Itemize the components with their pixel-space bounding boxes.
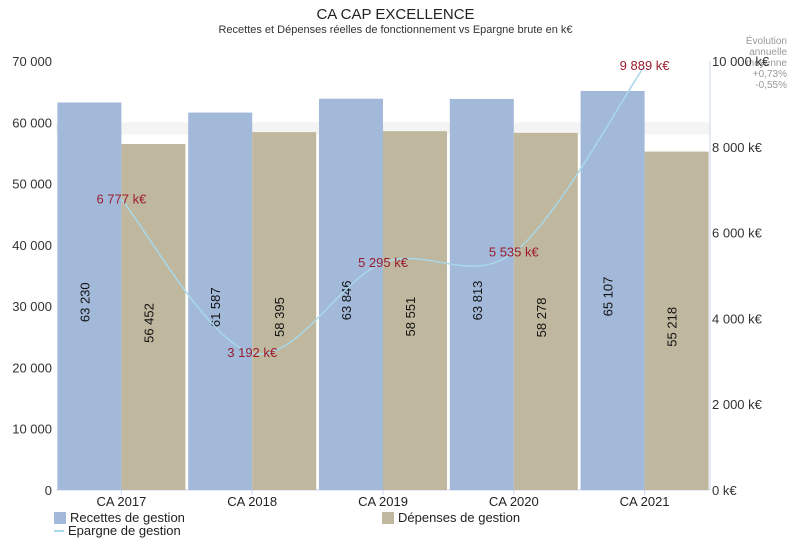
bar-depenses [252, 132, 317, 490]
evolution-note-line: -0,55% [755, 80, 787, 91]
bar-value-label: 63 846 [339, 280, 354, 320]
bar-recettes [188, 112, 253, 491]
legend-item-epargne[interactable]: Epargne de gestion [54, 523, 181, 538]
legend-swatch-depenses [382, 511, 394, 524]
y-tick-right: 8 000 k€ [712, 140, 763, 155]
y-tick-right: 0 k€ [712, 483, 737, 498]
y-tick-left: 0 [45, 483, 52, 498]
y-tick-right: 10 000 k€ [712, 54, 770, 69]
legend-item-recettes[interactable]: Recettes de gestion [54, 510, 185, 525]
bar-value-label: 61 587 [208, 287, 223, 327]
y-tick-right: 4 000 k€ [712, 311, 763, 326]
bar-value-label: 56 452 [141, 303, 156, 343]
bar-depenses [644, 151, 709, 491]
evolution-note-line: annuelle [749, 47, 787, 58]
line-value-label: 9 889 k€ [620, 58, 671, 73]
y-tick-left: 60 000 [12, 115, 52, 130]
bar-value-label: 58 278 [534, 298, 549, 338]
legend-label: Dépenses de gestion [398, 510, 521, 525]
line-value-label: 6 777 k€ [96, 191, 147, 206]
bar-value-label: 55 218 [665, 307, 680, 347]
legend-label: Recettes de gestion [70, 510, 185, 525]
bar-value-label: 65 107 [601, 277, 616, 317]
bar-recettes [57, 102, 122, 491]
x-tick-label: CA 2020 [489, 494, 539, 509]
bar-depenses [513, 132, 578, 490]
y-tick-left: 70 000 [12, 54, 52, 69]
bar-value-label: 63 813 [470, 281, 485, 321]
evolution-note-line: +0,73% [752, 69, 787, 80]
bar-recettes [319, 98, 383, 491]
legend-item-depenses[interactable]: Dépenses de gestion [382, 510, 520, 525]
x-tick-label: CA 2021 [620, 494, 670, 509]
x-tick-label: CA 2019 [358, 494, 408, 509]
chart-subtitle: Recettes et Dépenses réelles de fonction… [218, 24, 573, 36]
bar-value-label: 58 551 [403, 297, 418, 337]
x-tick-label: CA 2017 [96, 494, 146, 509]
bar-value-label: 58 395 [272, 297, 287, 337]
line-value-label: 5 295 k€ [358, 255, 409, 270]
bar-depenses [121, 144, 186, 490]
y-tick-left: 30 000 [12, 299, 52, 314]
legend-label: Epargne de gestion [68, 523, 181, 538]
evolution-note-line: Évolution [745, 36, 787, 47]
y-tick-left: 10 000 [12, 422, 52, 437]
legend-swatch-recettes [54, 511, 66, 524]
x-tick-label: CA 2018 [227, 494, 277, 509]
line-value-label: 3 192 k€ [227, 345, 278, 360]
chart-title: CA CAP EXCELLENCE [316, 6, 475, 23]
evolution-note: Évolution annuelle moyenne +0,73% -0,55% [717, 36, 787, 91]
bar-value-label: 63 230 [77, 282, 92, 322]
line-value-label: 5 535 k€ [489, 245, 540, 260]
bar-recettes [449, 98, 514, 490]
y-tick-right: 2 000 k€ [712, 397, 763, 412]
y-tick-right: 6 000 k€ [712, 226, 763, 241]
bar-depenses [383, 131, 447, 490]
y-tick-left: 20 000 [12, 360, 52, 375]
bar-recettes [580, 90, 645, 491]
y-tick-left: 50 000 [12, 177, 52, 192]
evolution-note-line: moyenne [745, 58, 787, 69]
line-epargne [120, 65, 646, 355]
y-tick-left: 40 000 [12, 238, 52, 253]
legend-swatch-epargne [54, 529, 64, 532]
